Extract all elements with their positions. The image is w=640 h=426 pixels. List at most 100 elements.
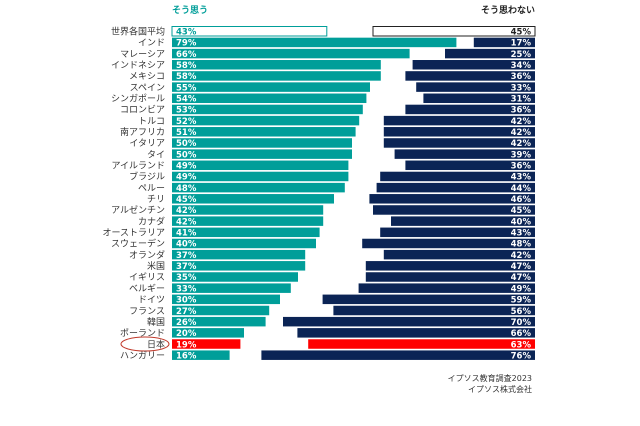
category-label: 南アフリカ [120,126,165,138]
disagree-label: 63% [511,340,532,350]
agree-label: 26% [176,318,197,328]
agree-label: 41% [176,229,197,239]
disagree-label: 31% [511,95,532,105]
agree-bar [172,82,370,92]
category-label: メキシコ [129,72,165,82]
agree-label: 58% [176,72,197,82]
disagree-bar [412,60,535,70]
agree-label: 37% [176,251,197,261]
disagree-label: 39% [511,150,532,160]
disagree-label: 48% [511,240,532,250]
disagree-bar [394,149,535,159]
agree-bar [172,227,320,238]
agree-label: 52% [176,117,197,127]
disagree-bar [365,261,535,271]
disagree-bar [297,328,535,338]
agree-label: 66% [176,50,197,60]
agree-label: 19% [176,340,197,350]
agree-bar [172,294,280,305]
highlight-circle [120,336,170,352]
category-label: インド [138,39,165,49]
agree-label: 49% [176,173,197,183]
disagree-bar [405,71,535,81]
agree-label: 40% [176,240,197,250]
agree-bar [172,216,324,226]
agree-bar [172,283,291,293]
agree-bar [172,127,356,137]
disagree-label: 44% [511,184,532,194]
disagree-label: 33% [511,83,532,93]
disagree-label: 40% [511,217,532,227]
disagree-bar [405,104,535,115]
disagree-label: 42% [511,128,532,138]
source-line-2: イプソス株式会社 [468,385,532,394]
disagree-label: 49% [511,284,532,294]
category-label: フランス [129,306,165,317]
disagree-label: 42% [511,117,532,127]
disagree-label: 25% [511,50,532,60]
disagree-label: 17% [511,39,532,49]
agree-bar [172,316,266,327]
disagree-label: 45% [511,28,532,38]
agree-bar [171,26,328,37]
category-label: アルゼンチン [111,204,165,216]
source-line-1: イプソス教育調査2023 [447,374,532,383]
disagree-label: 47% [511,262,532,272]
category-label: 日本 [147,338,165,350]
agree-bar [172,328,244,338]
disagree-bar [283,316,535,327]
category-label: ブラジル [129,171,165,183]
disagree-bar [383,127,535,137]
agree-label: 37% [176,262,197,272]
disagree-bar [416,82,535,92]
agree-bar [172,249,306,260]
category-label: シンガポール [111,94,165,105]
category-label: ペルー [138,184,165,194]
category-label: 世界各国平均 [111,26,165,38]
disagree-bar [473,37,535,48]
agree-bar [172,160,349,171]
agree-bar [172,93,367,104]
disagree-bar [365,272,535,282]
agree-bar [172,350,230,360]
category-label: スウェーデン [111,238,165,250]
disagree-bar [372,26,536,37]
category-label: イギリス [129,272,165,283]
category-label: ハンガリー [120,350,165,361]
agree-label: 50% [176,150,197,160]
agree-label: 30% [176,296,197,306]
category-label: マレーシア [120,50,165,60]
disagree-label: 36% [511,72,532,82]
disagree-label: 56% [511,307,532,317]
disagree-bar [423,93,535,104]
agree-label: 43% [176,28,197,38]
agree-label: 49% [176,162,197,172]
category-label: アイルランド [111,161,165,172]
agree-bar [172,149,352,159]
disagree-label: 43% [511,229,532,239]
category-label: イタリア [129,138,165,149]
disagree-bar [383,115,535,126]
category-label: スペイン [130,83,165,93]
agree-bar [172,171,349,182]
agree-label: 42% [176,206,197,216]
category-label: 韓国 [147,317,165,328]
agree-bar [172,138,352,148]
disagree-bar [383,138,535,148]
agree-label: 35% [176,273,197,283]
category-label: チリ [147,194,165,205]
agree-bar [172,104,363,115]
agree-label: 54% [176,95,197,105]
agree-bar [172,339,241,349]
disagree-label: 45% [511,206,532,216]
disagree-label: 66% [511,329,532,339]
agree-bar [172,205,324,215]
agree-bar [172,60,381,70]
agree-bar [172,115,360,126]
agree-label: 45% [176,195,197,205]
disagree-label: 70% [511,318,532,328]
category-label: インドネシア [111,60,165,71]
disagree-bar [376,182,535,193]
category-label: タイ [147,149,165,160]
